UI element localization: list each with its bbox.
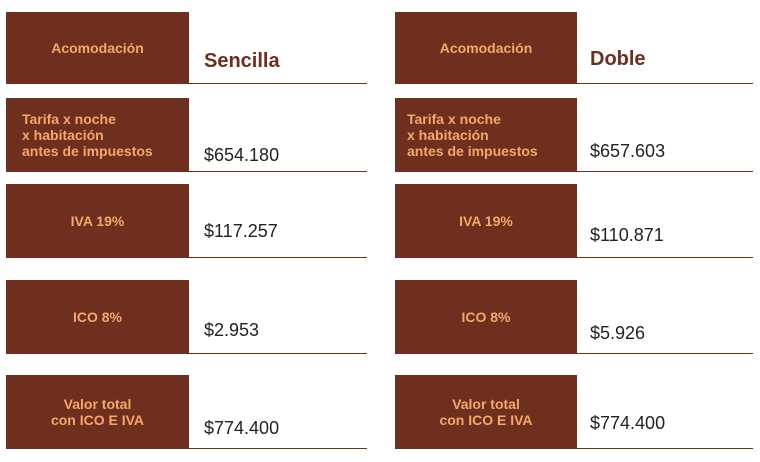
total-value: $774.400 [204, 418, 280, 438]
row-divider [577, 257, 753, 258]
iva-value: $117.257 [204, 221, 278, 241]
iva-value: $110.871 [590, 225, 664, 245]
rate-per-night-value: $657.603 [590, 141, 666, 161]
row-divider [577, 353, 753, 354]
total-value: $774.400 [590, 413, 666, 433]
row-divider [577, 171, 753, 172]
ico-value: $2.953 [204, 320, 260, 340]
row-divider [189, 257, 367, 258]
accommodation-label: Acomodación [395, 12, 577, 84]
row-divider [189, 83, 367, 84]
row-divider [577, 448, 753, 449]
rate-per-night-label: Tarifa x noche x habitación antes de imp… [6, 98, 189, 172]
row-divider [189, 171, 367, 172]
ico-label: ICO 8% [6, 280, 189, 354]
total-label: Valor total con ICO E IVA [395, 375, 577, 449]
ico-label: ICO 8% [395, 280, 577, 354]
total-label: Valor total con ICO E IVA [6, 375, 189, 449]
accommodation-label: Acomodación [6, 12, 189, 84]
row-divider [577, 83, 753, 84]
row-divider [189, 448, 367, 449]
accommodation-value: Doble [590, 48, 646, 70]
iva-label: IVA 19% [395, 184, 577, 258]
ico-value: $5.926 [590, 323, 646, 343]
rate-per-night-value: $654.180 [204, 145, 280, 165]
row-divider [189, 353, 367, 354]
iva-label: IVA 19% [6, 184, 189, 258]
accommodation-value: Sencilla [204, 50, 280, 72]
rate-per-night-label: Tarifa x noche x habitación antes de imp… [395, 98, 577, 172]
